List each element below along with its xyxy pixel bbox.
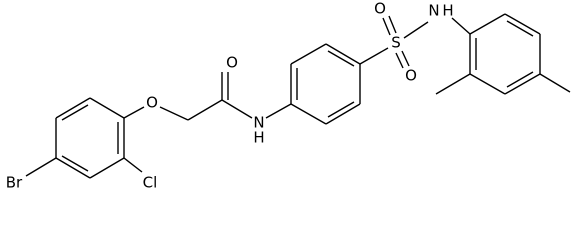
atom-label: Cl	[143, 174, 158, 192]
molecule: Br Cl O O N H S O O N H	[6, 0, 571, 192]
atom-label: O	[405, 67, 417, 85]
atom-label: S	[391, 34, 401, 52]
atom-label: N	[428, 2, 439, 20]
atom-label: O	[374, 0, 386, 18]
atom-label: N	[253, 114, 264, 132]
atom-label: Br	[6, 174, 23, 192]
atom-label: H	[253, 129, 264, 147]
atom-label: H	[442, 2, 453, 20]
atom-label: O	[146, 94, 158, 112]
atom-label: O	[226, 54, 238, 72]
bonds	[25, 13, 571, 179]
